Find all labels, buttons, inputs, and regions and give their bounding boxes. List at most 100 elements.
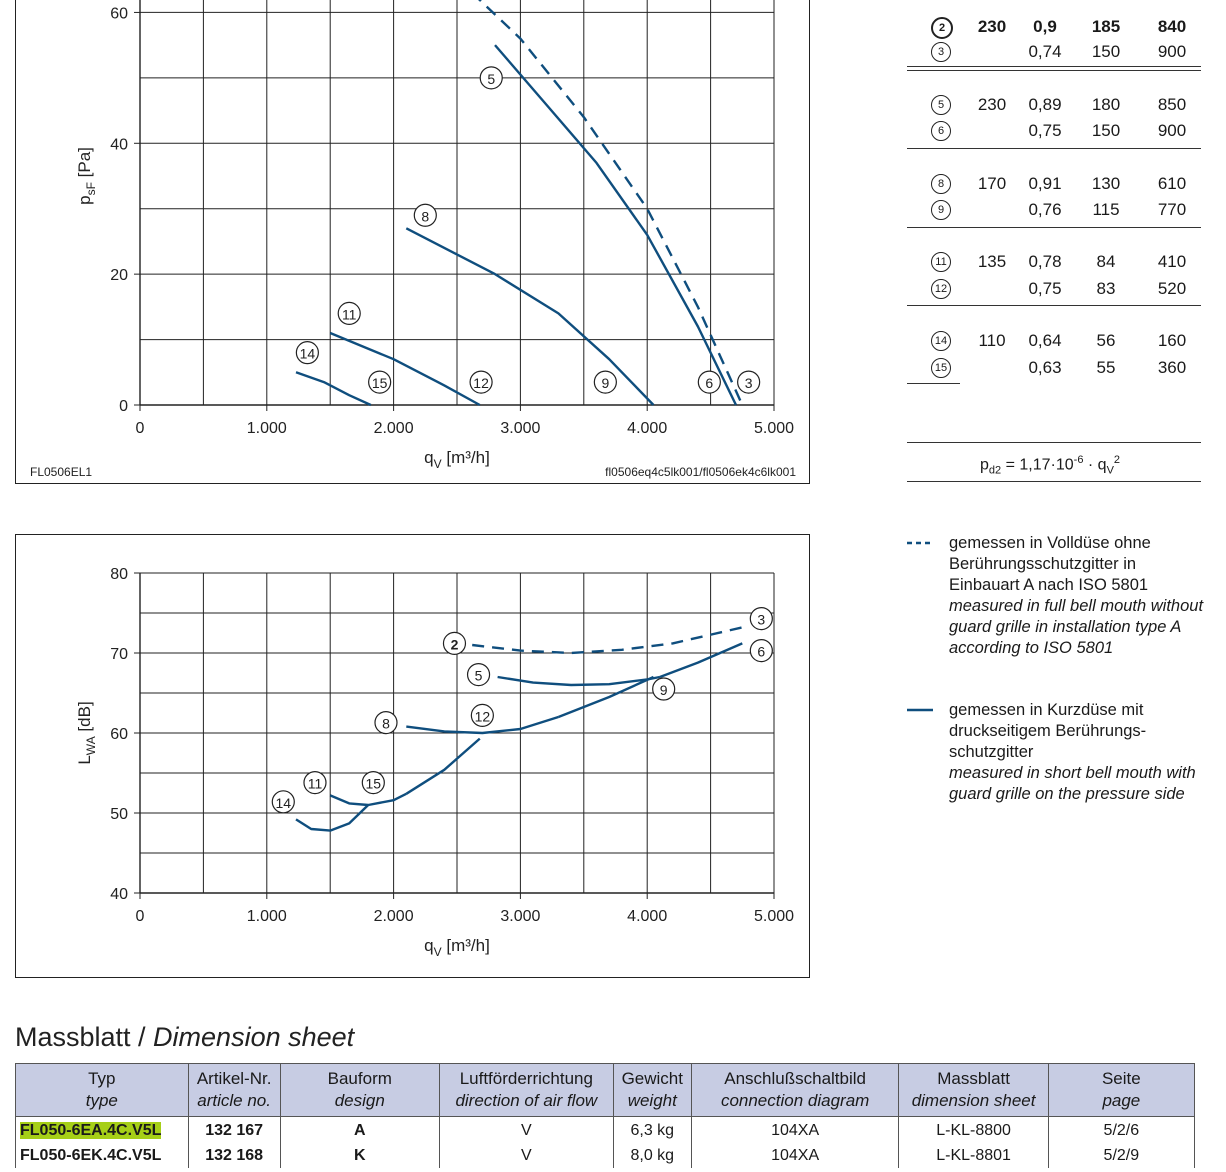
x-tick-label: 5.000 bbox=[754, 420, 794, 437]
op-current: 0,91 bbox=[1028, 174, 1062, 193]
marker-circle bbox=[271, 790, 295, 814]
cell-sheet: L-KL-8801 bbox=[898, 1143, 1049, 1168]
column-header: Bauform design bbox=[279, 1063, 440, 1117]
op-current: 0,78 bbox=[1028, 252, 1062, 271]
op-row-14: 14 110 0,64 56 160 bbox=[907, 331, 1201, 355]
marker-label: 12 bbox=[475, 708, 491, 724]
grid bbox=[139, 572, 775, 894]
marker-circle bbox=[337, 301, 361, 325]
x-tick-label: 4.000 bbox=[627, 420, 667, 437]
curve-marker-11: 11 bbox=[303, 771, 327, 795]
marker-label: 15 bbox=[372, 375, 388, 391]
marker-label: 5 bbox=[475, 668, 483, 684]
marker-circle bbox=[295, 341, 319, 365]
marker-label: 3 bbox=[745, 375, 753, 391]
marker-circle bbox=[303, 771, 327, 795]
series-line-14 bbox=[295, 804, 370, 832]
cell-diagram: 104XA bbox=[690, 1143, 900, 1168]
x-tick-label: 3.000 bbox=[500, 908, 540, 925]
curve-marker-5: 5 bbox=[466, 663, 491, 687]
series-line-8 bbox=[405, 227, 655, 406]
cell-design: A bbox=[279, 1116, 440, 1143]
op-power: 150 bbox=[1091, 42, 1121, 61]
marker-circle bbox=[442, 631, 467, 656]
curve-marker-11: 11 bbox=[337, 301, 361, 325]
dimension-table: Typ type Artikel-Nr. article no. Bauform desi… bbox=[15, 1063, 1196, 1168]
marker-circle bbox=[652, 677, 676, 701]
legend-solid-de: gemessen in Kurzdüse mit druckseitigem B… bbox=[949, 701, 1147, 761]
op-voltage: 170 bbox=[977, 174, 1007, 193]
y-tick-label: 50 bbox=[110, 806, 128, 823]
op-speed: 850 bbox=[1157, 95, 1187, 114]
marker-circle bbox=[479, 66, 503, 90]
x-tick-label: 5.000 bbox=[754, 908, 794, 925]
cell-type: FL050-6EA.4C.V5L bbox=[15, 1116, 189, 1143]
curve-marker-3: 3 bbox=[749, 606, 773, 631]
op-voltage: 110 bbox=[978, 331, 1006, 350]
cell-article: 132 168 bbox=[187, 1143, 281, 1168]
table-divider bbox=[907, 148, 1201, 149]
sound-chart: 0 1.000 2.000 3.000 4.000 5.000 40 50 60 70 80 2 3 5 6… bbox=[75, 566, 794, 959]
marker-label: 8 bbox=[421, 208, 429, 224]
op-current: 0,64 bbox=[1028, 331, 1062, 350]
y-axis-label: psF [Pa] bbox=[75, 147, 98, 205]
legend-dashed: gemessen in Volldüse ohne Berührungsschu… bbox=[907, 533, 1207, 683]
marker-circle bbox=[466, 663, 491, 687]
marker-label: 12 bbox=[473, 375, 489, 391]
curve-marker-9: 9 bbox=[593, 370, 617, 394]
column-header: Typ type bbox=[15, 1063, 189, 1117]
cell-type: FL050-6EK.4C.V5L bbox=[15, 1143, 189, 1168]
column-header: Seite page bbox=[1047, 1063, 1196, 1117]
series-line-8 bbox=[406, 715, 559, 735]
op-power: 180 bbox=[1091, 95, 1121, 114]
x-tick-label: 0 bbox=[136, 908, 145, 925]
op-row-15: 15 0,63 55 360 bbox=[907, 358, 1201, 382]
op-power: 83 bbox=[1096, 279, 1116, 298]
op-speed: 520 bbox=[1157, 279, 1187, 298]
cell-diagram: 104XA bbox=[690, 1116, 900, 1143]
op-power: 185 bbox=[1091, 17, 1121, 36]
curve-marker-8: 8 bbox=[413, 203, 437, 227]
column-header: Anschlußschaltbild connection diagram bbox=[690, 1063, 900, 1117]
table-row: FL050-6EA.4C.V5L 132 167 A V 6,3 kg 104XA L-KL… bbox=[15, 1116, 1196, 1143]
op-power: 56 bbox=[1096, 331, 1116, 350]
series-line-11 bbox=[329, 331, 481, 407]
table-divider bbox=[907, 66, 1201, 67]
x-tick-label: 1.000 bbox=[247, 420, 287, 437]
solid-line-icon bbox=[907, 708, 933, 712]
op-speed: 770 bbox=[1157, 200, 1187, 219]
marker-circle bbox=[749, 606, 773, 631]
marker-label: 5 bbox=[487, 71, 495, 87]
curve-marker-9: 9 bbox=[652, 677, 676, 701]
marker-label: 11 bbox=[308, 776, 323, 792]
op-row-3: 3 0,74 150 900 bbox=[907, 42, 1201, 66]
x-tick-label: 1.000 bbox=[247, 908, 287, 925]
curve-marker-12: 12 bbox=[470, 703, 494, 727]
x-axis-label: qV [m³/h] bbox=[424, 936, 490, 959]
series-line-12 bbox=[405, 737, 481, 795]
y-axis-label: LWA [dB] bbox=[75, 701, 98, 764]
op-speed: 410 bbox=[1157, 252, 1187, 271]
op-voltage: 135 bbox=[977, 252, 1007, 271]
legend-dashed-en: measured in full bell mouth without guar… bbox=[949, 597, 1204, 657]
column-header: Luftförderrichtung direction of air flow bbox=[438, 1063, 614, 1117]
curve-marker-15: 15 bbox=[361, 771, 385, 795]
table-divider bbox=[907, 442, 1201, 443]
op-speed: 900 bbox=[1157, 121, 1187, 140]
y-tick-label: 40 bbox=[110, 886, 128, 903]
op-row-2: 2 230 0,9 185 840 bbox=[907, 17, 1201, 41]
marker-circle bbox=[413, 203, 437, 227]
y-tick-label: 0 bbox=[119, 398, 128, 415]
cell-article: 132 167 bbox=[187, 1116, 281, 1143]
op-speed: 360 bbox=[1157, 358, 1187, 377]
cell-sheet: L-KL-8800 bbox=[898, 1116, 1049, 1143]
x-tick-label: 2.000 bbox=[374, 420, 414, 437]
curve-marker-14: 14 bbox=[271, 790, 295, 814]
sound-chart-frame: 0 1.000 2.000 3.000 4.000 5.000 40 50 60 70 80 2 3 5 6… bbox=[15, 534, 810, 978]
marker-label: 9 bbox=[601, 375, 609, 391]
x-axis-label: qV [m³/h] bbox=[424, 448, 490, 471]
column-header: Artikel-Nr. article no. bbox=[187, 1063, 281, 1117]
op-current: 0,76 bbox=[1028, 200, 1062, 219]
dimension-sheet-title: Massblatt / Dimension sheet bbox=[15, 1022, 355, 1052]
curve-marker-15: 15 bbox=[368, 370, 392, 394]
